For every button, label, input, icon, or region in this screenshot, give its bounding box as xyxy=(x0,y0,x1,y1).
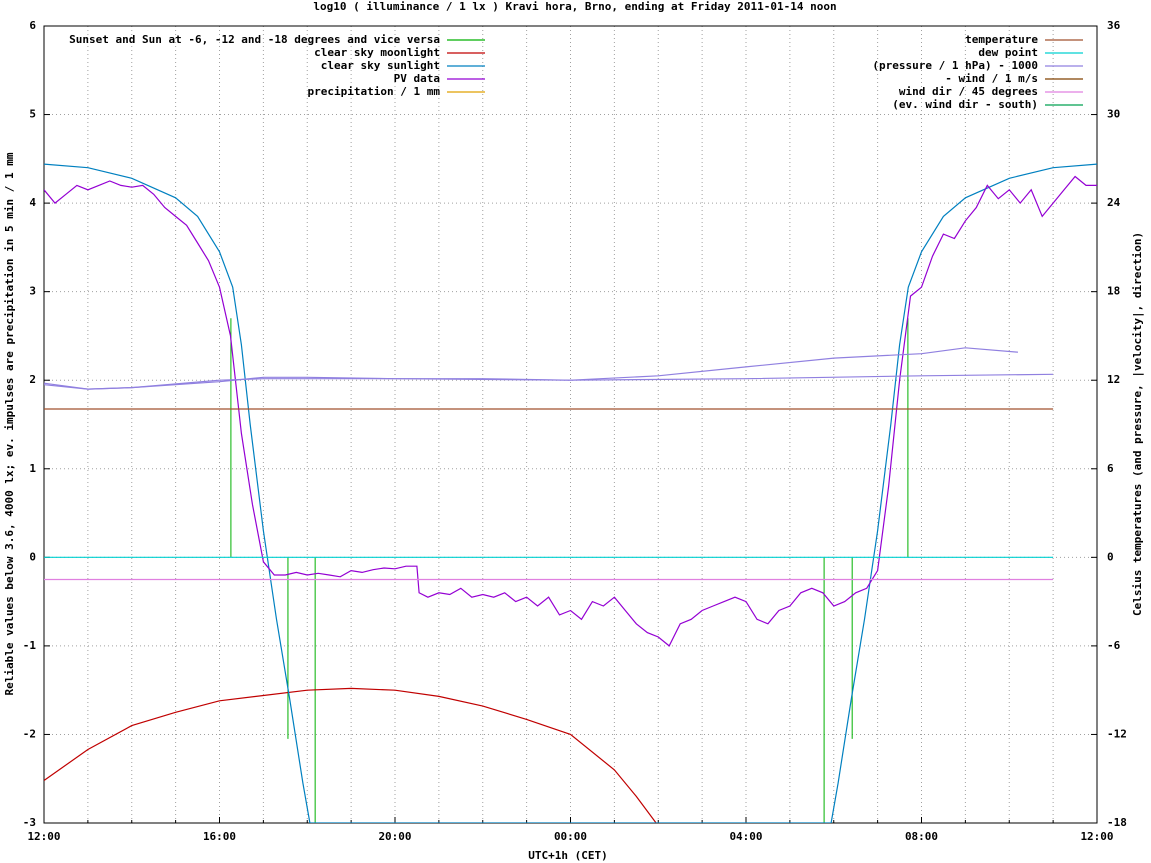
legend-label: PV data xyxy=(394,72,440,85)
plot-area xyxy=(44,163,1097,823)
x-tick-label: 12:00 xyxy=(1080,830,1113,843)
legend-label: Sunset and Sun at -6, -12 and -18 degree… xyxy=(69,33,440,46)
legend-label: clear sky sunlight xyxy=(321,59,440,72)
x-axis-label: UTC+1h (CET) xyxy=(528,849,607,862)
legend-label: (pressure / 1 hPa) - 1000 xyxy=(872,59,1038,72)
x-tick-label: 20:00 xyxy=(378,830,411,843)
y2-tick-label: 36 xyxy=(1107,19,1121,32)
y2-tick-label: 18 xyxy=(1107,285,1120,298)
y2-tick-label: 12 xyxy=(1107,373,1120,386)
x-tick-label: 00:00 xyxy=(554,830,587,843)
y2-tick-label: 6 xyxy=(1107,462,1114,475)
y2-tick-label: 24 xyxy=(1107,196,1121,209)
series-line xyxy=(44,175,1097,647)
y-tick-label: 4 xyxy=(29,196,36,209)
series-line xyxy=(44,687,657,823)
legend-label: - wind / 1 m/s xyxy=(945,72,1038,85)
legend-label: (ev. wind dir - south) xyxy=(892,98,1038,111)
y-tick-label: 3 xyxy=(29,285,36,298)
y-tick-label: -2 xyxy=(23,727,36,740)
y-tick-label: 5 xyxy=(29,108,36,121)
y2-tick-label: -6 xyxy=(1107,639,1121,652)
x-tick-label: 16:00 xyxy=(203,830,236,843)
legend-label: clear sky moonlight xyxy=(314,46,440,59)
x-tick-label: 08:00 xyxy=(905,830,938,843)
chart-title: log10 ( illuminance / 1 lx ) Kravi hora,… xyxy=(313,0,836,13)
y-tick-label: 0 xyxy=(29,550,36,563)
series-line xyxy=(44,163,1097,823)
legend-label: precipitation / 1 mm xyxy=(308,85,441,98)
x-tick-label: 12:00 xyxy=(27,830,60,843)
legend-label: wind dir / 45 degrees xyxy=(899,85,1038,98)
y2-tick-label: -18 xyxy=(1107,816,1127,829)
y2-tick-label: 30 xyxy=(1107,108,1120,121)
y2-axis-label: Celsius temperatures (and pressure, |vel… xyxy=(1131,232,1144,616)
series-line xyxy=(44,373,1054,390)
legend-label: dew point xyxy=(978,46,1038,59)
legend-label: temperature xyxy=(965,33,1038,46)
y2-tick-label: 0 xyxy=(1107,550,1114,563)
y-tick-label: 1 xyxy=(29,462,36,475)
y2-tick-label: -12 xyxy=(1107,727,1127,740)
y-tick-label: -3 xyxy=(23,816,36,829)
y-axis-label: Reliable values below 3.6, 4000 lx; ev. … xyxy=(3,152,16,695)
x-tick-label: 04:00 xyxy=(729,830,762,843)
y-tick-label: -1 xyxy=(23,639,37,652)
y-tick-label: 6 xyxy=(29,19,36,32)
y-tick-label: 2 xyxy=(29,373,36,386)
